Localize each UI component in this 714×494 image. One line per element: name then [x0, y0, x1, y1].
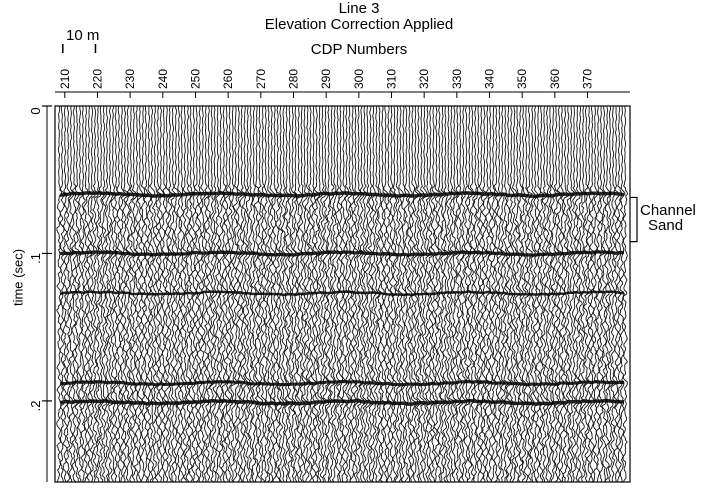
chart-subtitle: Elevation Correction Applied	[264, 16, 454, 33]
seismic-trace	[544, 105, 551, 483]
x-tick-label: 220	[91, 69, 105, 89]
seismic-trace	[94, 105, 102, 483]
seismic-trace	[526, 105, 533, 483]
reflector-event	[59, 379, 625, 387]
annotation-label-line1: Channel	[640, 202, 696, 219]
seismic-trace	[76, 105, 84, 483]
x-tick-label: 340	[483, 69, 497, 89]
x-tick-label: 350	[515, 69, 529, 89]
seismic-trace	[622, 105, 629, 483]
seismic-trace	[442, 106, 449, 483]
seismic-trace	[568, 106, 575, 483]
seismic-trace	[451, 105, 458, 483]
reflector-event	[59, 250, 625, 257]
x-tick-label: 280	[287, 69, 301, 89]
seismic-trace	[355, 105, 362, 483]
seismic-trace	[334, 105, 341, 483]
y-tick-label: .2	[28, 400, 43, 411]
seismic-trace	[149, 105, 156, 483]
x-tick-label: 240	[156, 69, 170, 89]
reflector-event	[59, 290, 625, 297]
seismic-trace	[388, 105, 395, 483]
seismic-trace	[448, 105, 455, 483]
seismic-trace	[523, 105, 530, 483]
seismic-trace	[619, 105, 626, 483]
seismic-trace	[337, 105, 345, 483]
x-tick-label: 360	[548, 69, 562, 89]
x-tick-label: 260	[221, 69, 235, 89]
seismic-trace	[92, 105, 99, 483]
x-tick-label: 230	[123, 69, 137, 89]
x-tick-label: 290	[319, 69, 333, 89]
seismic-trace	[280, 105, 288, 483]
seismic-trace	[97, 105, 105, 483]
x-tick-label: 270	[254, 69, 268, 89]
seismic-trace	[577, 105, 584, 483]
seismic-trace	[394, 105, 401, 482]
y-tick-label: 0	[28, 107, 43, 114]
seismic-trace	[340, 105, 348, 483]
y-tick-label: .1	[28, 253, 43, 264]
x-tick-label: 370	[581, 69, 595, 89]
seismic-trace	[199, 105, 207, 483]
seismic-trace	[208, 105, 216, 483]
seismic-trace	[604, 105, 611, 483]
seismic-trace	[514, 105, 521, 483]
seismic-trace	[592, 105, 599, 483]
seismic-trace	[289, 105, 297, 483]
seismic-trace	[349, 105, 357, 483]
chart-title: Line 3	[338, 0, 380, 17]
seismic-trace	[391, 105, 398, 483]
seismic-trace	[484, 105, 491, 483]
x-tick-label: 320	[417, 69, 431, 89]
x-tick-label: 210	[58, 69, 72, 89]
seismic-trace	[68, 105, 75, 483]
annotation-label-line2: Sand	[648, 217, 684, 234]
seismic-trace	[403, 105, 410, 483]
seismic-trace	[532, 105, 539, 483]
plot-frame	[54, 105, 631, 483]
reflector-event	[59, 398, 625, 406]
seismic-trace	[463, 105, 470, 483]
channel-sand-bracket	[630, 196, 638, 243]
x-tick-label: 250	[189, 69, 203, 89]
x-tick-label: 330	[450, 69, 464, 89]
seismic-traces	[56, 105, 629, 483]
x-axis-label: CDP Numbers	[310, 41, 408, 58]
seismic-trace	[86, 105, 93, 483]
seismic-trace	[406, 105, 413, 483]
reflector-event	[59, 191, 625, 198]
seismic-trace	[292, 105, 300, 483]
seismic-trace	[205, 105, 213, 483]
seismic-trace	[409, 105, 416, 483]
seismic-trace	[223, 105, 231, 483]
scale-bar-label: 10 m	[66, 27, 100, 44]
seismic-trace	[397, 105, 404, 483]
axes: 210 220 230 240 250 260 270 280 290 300 310 320 330 3…	[28, 44, 638, 483]
x-tick-label: 310	[385, 69, 399, 89]
seismic-trace	[286, 105, 294, 483]
x-tick-label: 300	[352, 69, 366, 89]
